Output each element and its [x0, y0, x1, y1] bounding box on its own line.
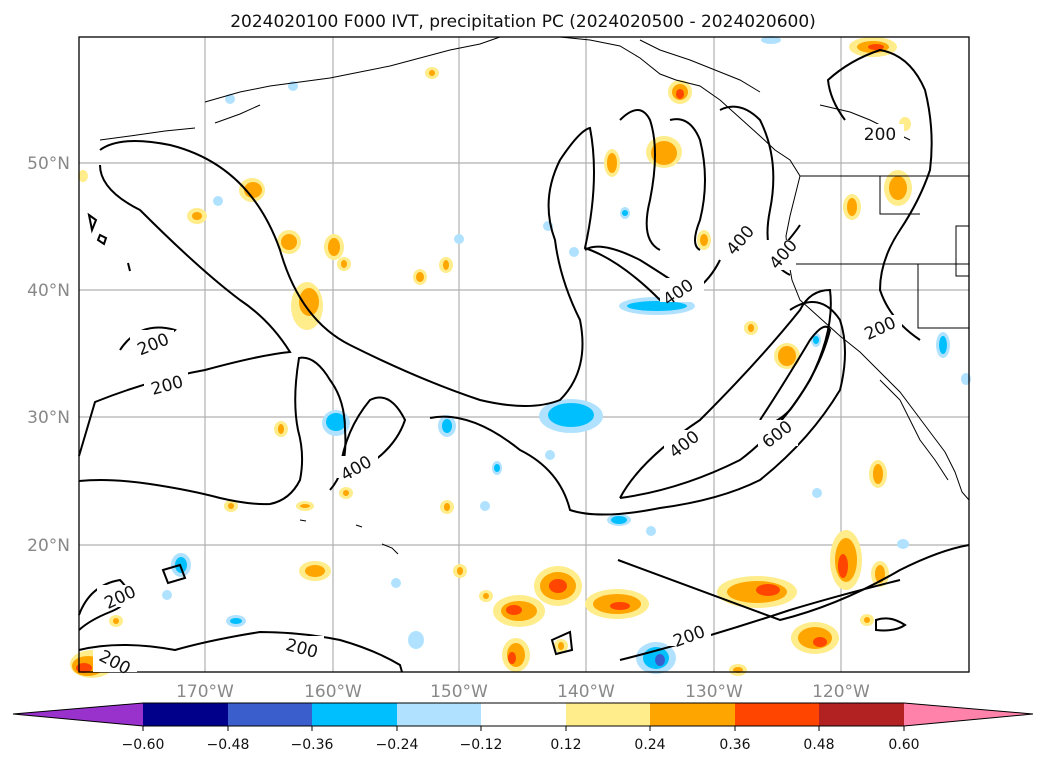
lon-label: 120°W: [812, 682, 870, 702]
lon-label: 130°W: [685, 682, 743, 702]
colorbar: −0.60 −0.48 −0.36 −0.24 −0.12 0.12 0.24 …: [12, 702, 1034, 753]
lat-label: 40°N: [27, 281, 70, 301]
colorbar-tick-label: −0.24: [376, 737, 419, 753]
colorbar-segment: [228, 703, 312, 726]
colorbar-segment: [143, 703, 228, 726]
lon-label: 140°W: [557, 682, 615, 702]
colorbar-extend-high: [904, 703, 1033, 726]
colorbar-tick-label: −0.60: [122, 737, 165, 753]
colorbar-segment: [819, 703, 904, 726]
colorbar-tick-label: 0.24: [634, 737, 665, 753]
coastlines: [99, 36, 970, 555]
colorbar-tick-label: 0.48: [803, 737, 834, 753]
colorbar-segment: [735, 703, 819, 726]
lon-label: 160°W: [304, 682, 362, 702]
precip-positive-shading: [70, 37, 912, 678]
colorbar-tick-label: −0.12: [460, 737, 503, 753]
map-panel: [70, 36, 971, 678]
lat-label: 50°N: [27, 154, 70, 174]
lon-label: 170°W: [176, 682, 234, 702]
lon-label: 150°W: [430, 682, 488, 702]
colorbar-tick-label: −0.36: [291, 737, 334, 753]
contour-label: 200: [864, 125, 896, 145]
map-title: 2024020100 F000 IVT, precipitation PC (2…: [230, 12, 816, 32]
colorbar-tick-label: 0.60: [888, 737, 919, 753]
colorbar-segment: [397, 703, 481, 726]
map-frame: [78, 36, 970, 673]
colorbar-tick-label: 0.36: [719, 737, 750, 753]
colorbar-segment: [312, 703, 397, 726]
colorbar-segment: [650, 703, 735, 726]
colorbar-tick-label: 0.12: [550, 737, 581, 753]
colorbar-segment: [566, 703, 650, 726]
colorbar-segment: [481, 703, 566, 726]
colorbar-extend-low: [13, 703, 143, 726]
lat-label: 20°N: [27, 536, 70, 556]
lon-labels: 170°W 160°W 150°W 140°W 130°W 120°W: [176, 682, 870, 702]
precip-negative-shading: [162, 36, 971, 674]
colorbar-tick-label: −0.48: [207, 737, 250, 753]
lat-labels: 50°N 40°N 30°N 20°N: [27, 154, 70, 556]
lat-label: 30°N: [27, 408, 70, 428]
